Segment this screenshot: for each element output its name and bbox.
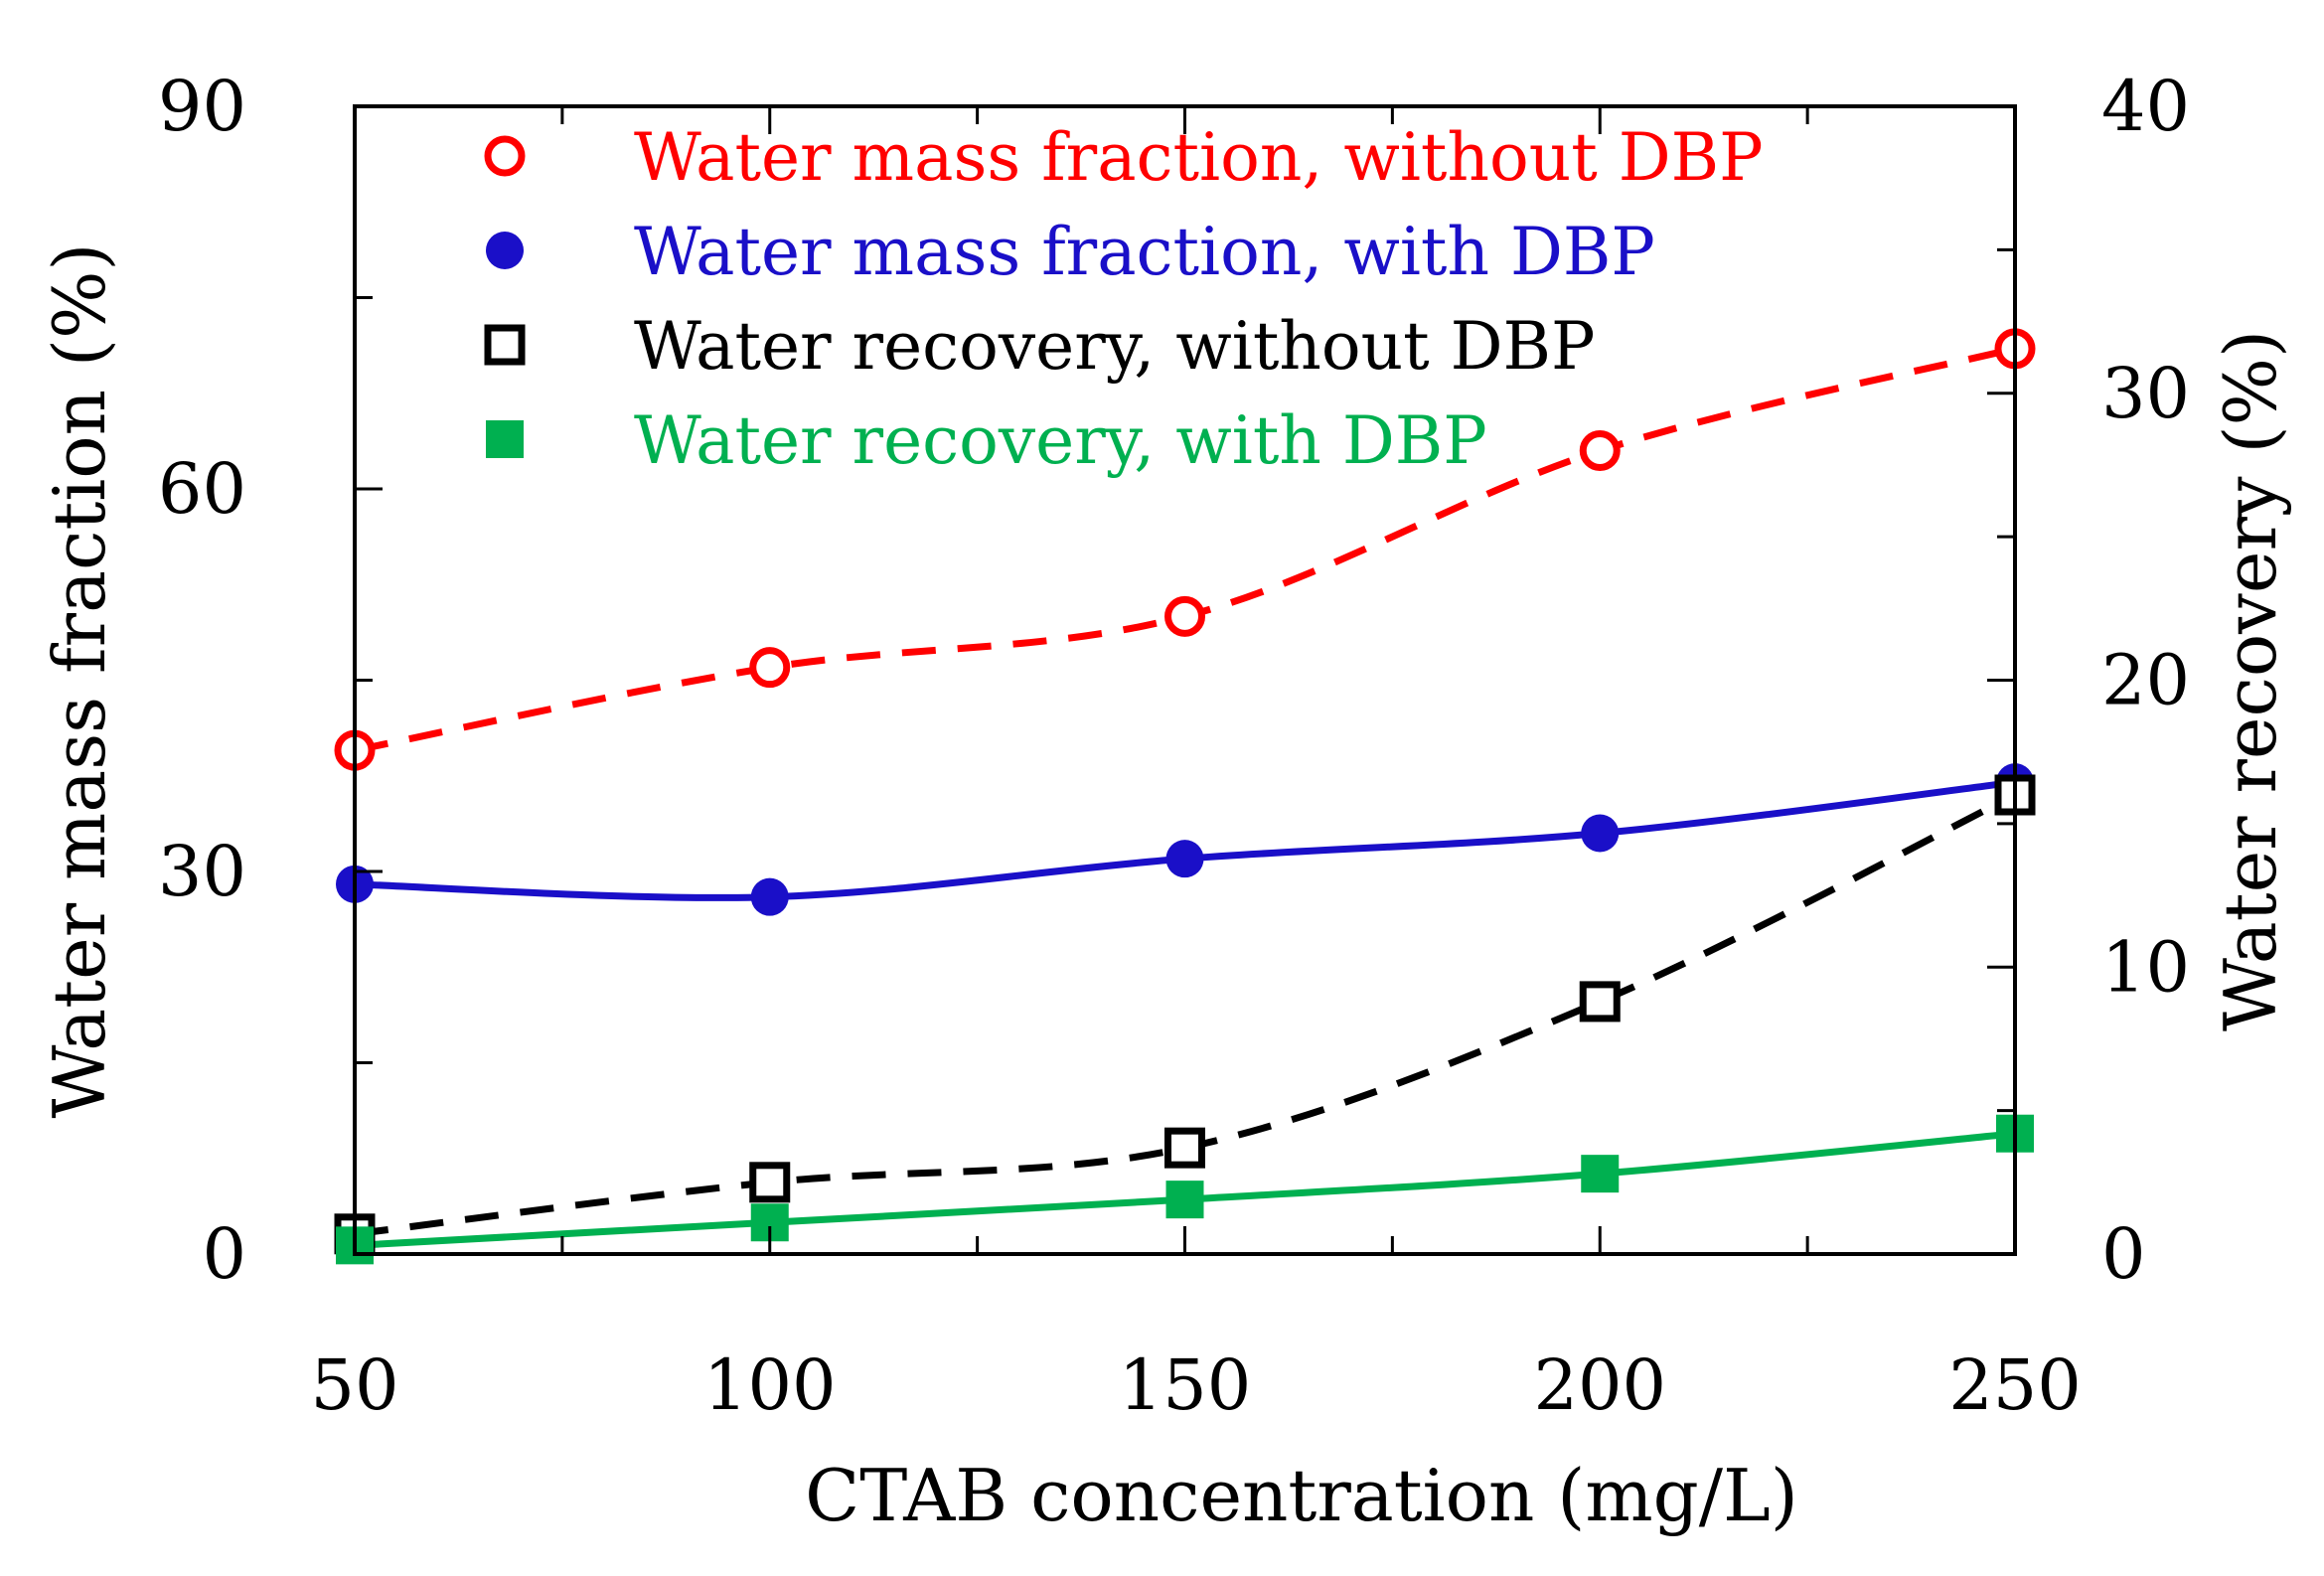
legend-marker-3: [484, 324, 526, 366]
y-axis-label-left: Water mass fraction (%): [38, 243, 121, 1119]
legend-label-2: Water mass fraction, with DBP: [634, 214, 1655, 290]
legend-marker-2: [486, 232, 524, 269]
series-4-point: [1581, 1155, 1620, 1193]
legend-label-3: Water recovery, without DBP: [634, 308, 1595, 385]
y-right-tick-label: 30: [2101, 353, 2190, 434]
y-axis-label-right: Water recovery (%): [2209, 330, 2292, 1031]
x-tick-label: 50: [310, 1344, 398, 1426]
x-tick-label: 250: [1948, 1344, 2082, 1426]
axis-ticks: [353, 104, 2017, 1256]
x-tick-label: 100: [703, 1344, 837, 1426]
series-3-point: [1164, 1127, 1205, 1169]
y-left-tick-label: 90: [158, 66, 246, 147]
y-right-tick-label: 20: [2101, 640, 2190, 721]
series-3-point: [749, 1162, 791, 1203]
series-1-point: [1579, 430, 1621, 471]
series-1-point: [1164, 595, 1205, 637]
y-right-tick-label: 10: [2101, 926, 2190, 1008]
legend-label-4: Water recovery, with DBP: [634, 402, 1487, 479]
series-2-point: [1165, 840, 1204, 878]
y-left-tick-label: 30: [158, 831, 246, 912]
x-axis-label: CTAB concentration (mg/L): [805, 1454, 1798, 1537]
y-left-tick-label: 60: [158, 448, 246, 530]
series-2-point: [750, 877, 789, 916]
data-markers: [334, 328, 2036, 1265]
legend-label-1: Water mass fraction, without DBP: [634, 119, 1764, 196]
y-right-tick-label: 40: [2101, 66, 2190, 147]
y-left-tick-label: 0: [202, 1213, 246, 1295]
x-tick-label: 150: [1119, 1344, 1252, 1426]
y-right-tick-label: 0: [2101, 1213, 2146, 1295]
series-1-point: [749, 647, 791, 689]
series-3-point: [1579, 981, 1621, 1023]
legend-marker-4: [486, 420, 524, 458]
series-2-point: [1581, 814, 1620, 853]
legend: Water mass fraction, without DBP Water ma…: [484, 119, 1764, 479]
legend-marker-1: [484, 135, 526, 177]
fit-curves: [354, 345, 2017, 1249]
series-4-point: [1165, 1181, 1204, 1219]
x-tick-label: 200: [1533, 1344, 1666, 1426]
